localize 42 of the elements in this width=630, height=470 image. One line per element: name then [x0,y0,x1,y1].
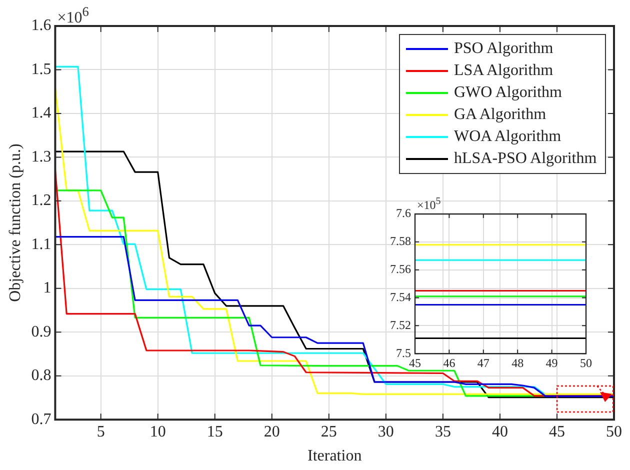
x-tick-label: 45 [548,423,565,440]
y-tick-label: 0.7 [31,410,52,428]
y-tick-label: 1.2 [31,192,52,210]
x-tick-label: 45 [409,356,421,370]
y-tick-label: 1.4 [31,104,52,122]
y-tick-label: 1.3 [31,148,52,166]
legend-label: GWO Algorithm [454,84,562,102]
y-tick-label: 0.8 [31,367,52,384]
legend-label: LSA Algorithm [454,62,554,80]
x-tick-label: 15 [206,423,223,440]
y-tick-label: 7.6 [396,206,411,220]
legend-label: GA Algorithm [454,106,546,124]
y-tick-label: 1.5 [31,60,52,78]
legend-label: PSO Algorithm [454,40,554,58]
x-tick-label: 50 [606,423,622,440]
x-tick-label: 20 [264,423,280,440]
y-tick-label: 7.58 [390,234,411,248]
x-tick-label: 46 [443,356,456,370]
y-tick-label: 7.54 [390,290,411,304]
annotation: ×10$^{5}$ [417,196,441,213]
x-tick-label: 35 [434,423,451,440]
x-tick-label: 47 [477,356,490,370]
x-tick-label: 40 [492,423,508,440]
x-tick-label: 48 [512,356,524,370]
x-tick-label: 50 [580,356,592,370]
y-tick-label: 1 [43,280,52,297]
legend-label: hLSA-PSO Algorithm [454,150,597,168]
y-tick-label: 7.56 [390,262,411,276]
x-tick-label: 5 [96,423,105,440]
annotation: ×10$^{6}$ [57,4,89,28]
legend-label: WOA Algorithm [454,128,562,146]
x-tick-label: 25 [320,423,337,440]
x-tick-label: 10 [150,423,166,440]
x-tick-label: 30 [378,423,394,440]
y-tick-label: 1.1 [31,236,52,253]
x-tick-label: 49 [546,356,558,370]
y-tick-label: 0.9 [31,323,52,340]
x-axis-title: Iteration [308,448,362,465]
y-axis-title: Objective function (p.u.) [6,144,24,302]
y-tick-label: 7.5 [396,346,411,360]
y-tick-label: 7.52 [390,318,411,332]
y-tick-label: 1.6 [31,17,52,34]
